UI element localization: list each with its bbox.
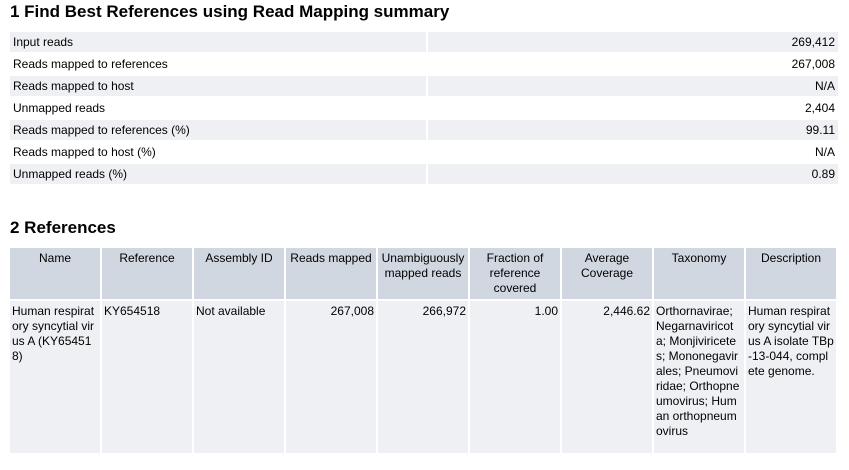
summary-value: 267,008 (791, 57, 835, 71)
summary-label: Input reads (10, 32, 426, 52)
summary-value: N/A (814, 145, 835, 159)
column-header: Name (10, 248, 100, 299)
column-header: Fraction of reference covered (470, 248, 560, 299)
summary-label: Reads mapped to host (%) (13, 145, 156, 159)
summary-value: N/A (428, 76, 838, 96)
summary-value: 2,404 (804, 101, 835, 115)
summary-label: Reads mapped to references (%) (10, 120, 426, 140)
summary-table: Input reads 269,412 Reads mapped to refere… (8, 30, 840, 186)
table-cell: 267,008 (286, 301, 376, 453)
table-cell: Human respiratory syncytial virus A isol… (746, 301, 836, 453)
column-header: Description (746, 248, 836, 299)
column-header: Assembly ID (194, 248, 284, 299)
table-cell: 266,972 (378, 301, 468, 453)
summary-value: 0.89 (428, 164, 838, 184)
column-header: Reference (102, 248, 192, 299)
summary-row: Unmapped reads (%) 0.89 (10, 164, 838, 184)
table-cell: 2,446.62 (562, 301, 652, 453)
summary-label: Reads mapped to host (10, 76, 426, 96)
table-row: Human respiratory syncytial virus A (KY6… (10, 301, 836, 453)
references-title: 2 References (10, 218, 116, 237)
table-cell: Not available (194, 301, 284, 453)
summary-row: Input reads 269,412 (10, 32, 838, 52)
summary-row: Reads mapped to host (%) N/A (10, 142, 838, 162)
summary-label: Reads mapped to references (13, 57, 168, 71)
column-header: Taxonomy (654, 248, 744, 299)
summary-row: Reads mapped to references (%) 99.11 (10, 120, 838, 140)
table-cell: Human respiratory syncytial virus A (KY6… (10, 301, 100, 453)
column-header: Average Coverage (562, 248, 652, 299)
summary-value: 99.11 (428, 120, 838, 140)
summary-label: Unmapped reads (%) (10, 164, 426, 184)
references-table: Name Reference Assembly ID Reads mapped Unam… (8, 246, 838, 455)
table-cell: 1.00 (470, 301, 560, 453)
summary-title: 1 Find Best References using Read Mappin… (10, 2, 450, 21)
column-header: Unambiguously mapped reads (378, 248, 468, 299)
summary-value: 269,412 (428, 32, 838, 52)
table-cell: Orthornavirae; Negarnaviricota; Monjivir… (654, 301, 744, 453)
summary-label: Unmapped reads (13, 101, 106, 115)
table-cell: KY654518 (102, 301, 192, 453)
summary-row: Unmapped reads 2,404 (10, 98, 838, 118)
summary-row: Reads mapped to references 267,008 (10, 54, 838, 74)
summary-row: Reads mapped to host N/A (10, 76, 838, 96)
table-header-row: Name Reference Assembly ID Reads mapped Unam… (10, 248, 836, 299)
column-header: Reads mapped (286, 248, 376, 299)
